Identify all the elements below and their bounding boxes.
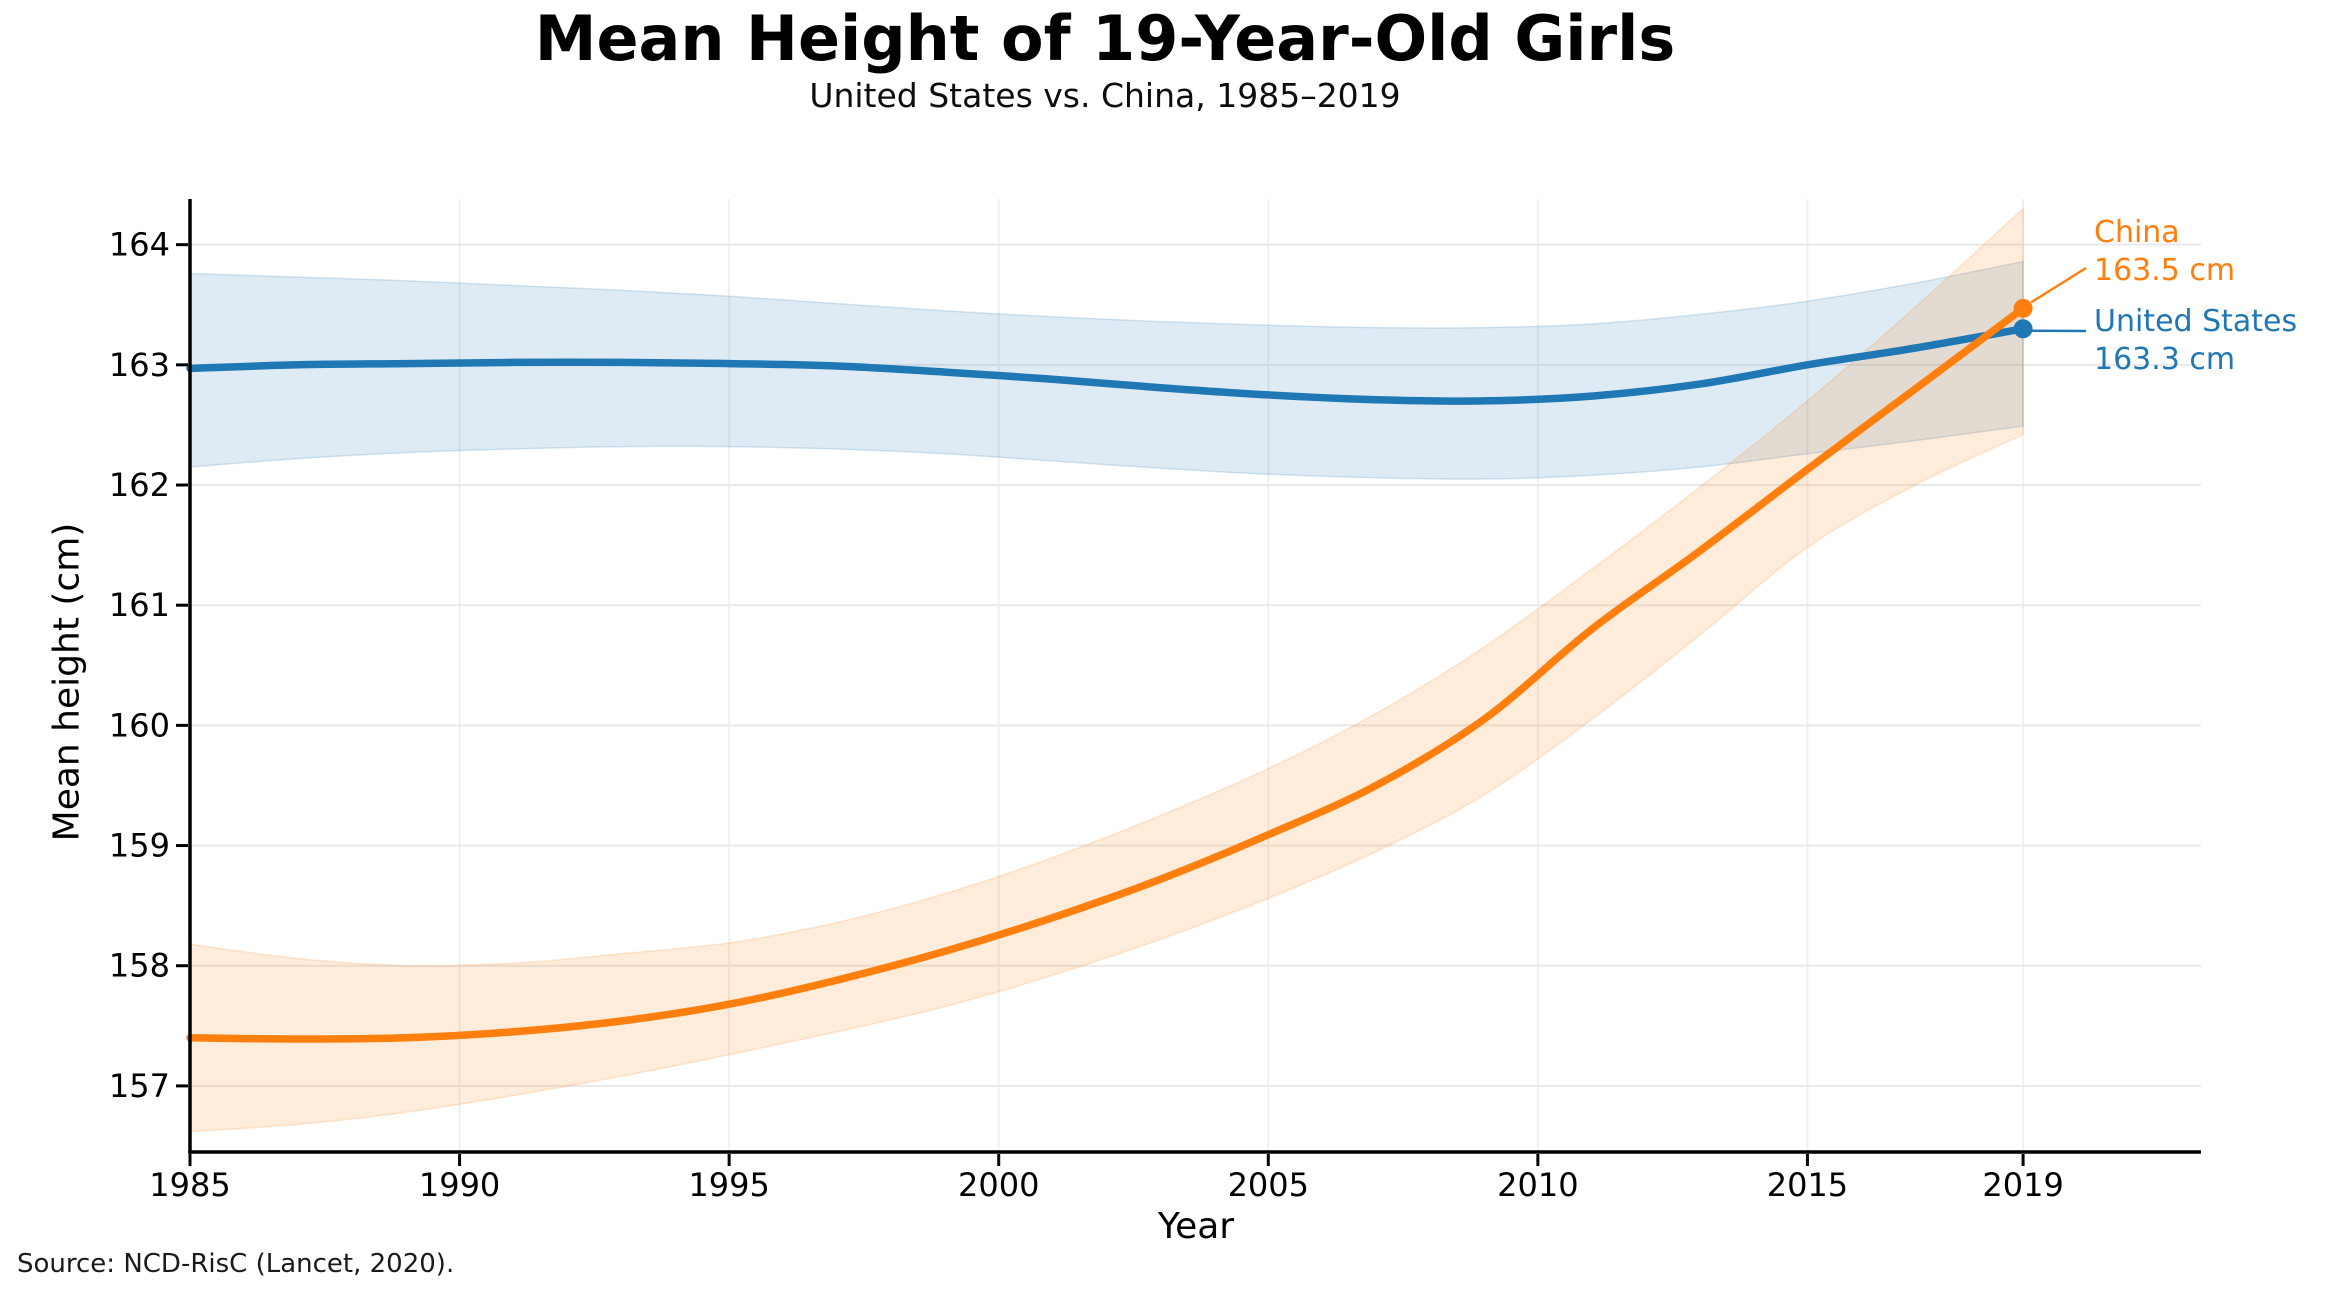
x-tick-label: 2015 (1767, 1166, 1848, 1204)
china-end-label: China 163.5 cm (2094, 214, 2235, 290)
china-leader-line (2030, 266, 2087, 304)
united-states-end-marker (2013, 319, 2033, 339)
x-tick-label: 2000 (958, 1166, 1039, 1204)
x-tick-label: 1985 (149, 1166, 230, 1204)
chart-title: Mean Height of 19-Year-Old Girls (534, 2, 1676, 75)
x-tick-label: 2005 (1228, 1166, 1309, 1204)
china-line (186, 304, 2027, 1043)
x-axis-label: Year (1157, 1206, 1235, 1247)
chart-subtitle: United States vs. China, 1985–2019 (809, 76, 1401, 115)
us-end-label-name: United States (2094, 304, 2298, 339)
x-tick-label: 1995 (688, 1166, 769, 1204)
united-states-line (186, 325, 2027, 405)
x-tick-label: 2010 (1497, 1166, 1578, 1204)
us-end-label: United States 163.3 cm (2094, 303, 2297, 379)
y-tick-label: 160 (109, 706, 170, 744)
y-axis-label: Mean height (cm) (46, 522, 88, 842)
y-tick-label: 161 (109, 586, 170, 624)
us-end-label-value: 163.3 cm (2094, 342, 2236, 377)
y-tick-label: 159 (109, 827, 170, 865)
y-tick-label: 163 (109, 346, 170, 384)
china-end-marker (2013, 298, 2033, 318)
y-tick-label: 157 (109, 1067, 170, 1105)
y-tick-label: 158 (109, 947, 170, 985)
y-tick-label: 162 (109, 466, 170, 504)
china-end-label-name: China (2094, 215, 2180, 250)
x-tick-label: 1990 (419, 1166, 500, 1204)
china-end-label-value: 163.5 cm (2094, 253, 2236, 288)
x-tick-label: 2019 (1982, 1166, 2063, 1204)
united-states-confidence-band (189, 260, 2024, 480)
y-tick-label: 164 (109, 226, 170, 264)
source-note: Source: NCD-RisC (Lancet, 2020). (17, 1249, 455, 1279)
